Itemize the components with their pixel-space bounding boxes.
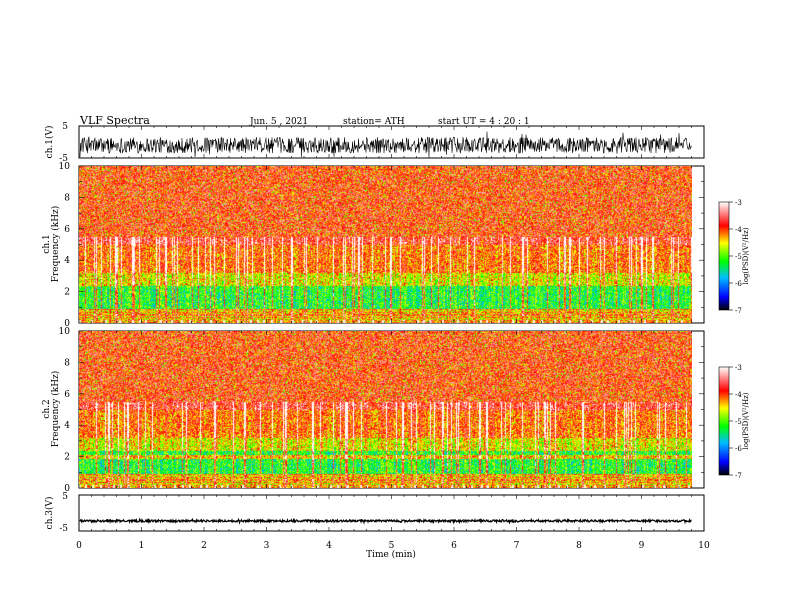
y-tick-label: 2: [64, 288, 70, 298]
colorbar-tick-label: -4: [735, 226, 742, 234]
ch2-colorbar: -3 -4 -5 -6 -7 log(PSD)(V²/Hz): [718, 364, 750, 480]
ch1-ytick-bottom: -5: [59, 154, 68, 164]
y-tick-label: 4: [64, 421, 70, 431]
colorbar-tick-label: -3: [735, 199, 742, 207]
x-tick-label: 10: [698, 541, 710, 551]
colorbar-tick-label: -7: [735, 472, 742, 480]
y-tick-label: 4: [64, 256, 70, 266]
ch1-spectrogram-image: [79, 166, 692, 323]
x-tick-label: 6: [451, 541, 457, 551]
colorbar-tick-label: -7: [735, 307, 742, 315]
ch3-waveform-panel: 5 -5 ch.3(V): [44, 492, 705, 534]
y-tick-label: 6: [64, 225, 70, 235]
station-label: station= ATH: [343, 117, 405, 127]
x-tick-label: 1: [139, 541, 145, 551]
ch3-ylabel: ch.3(V): [44, 497, 55, 530]
ch2-spectrogram-image: [79, 331, 692, 488]
ch1-spec-ylabel-frequency: Frequency (kHz): [50, 206, 61, 283]
ch3-waveform-trace: [79, 517, 692, 525]
ch2-spectrogram-yticks: 0 2 4 6 8 10: [59, 327, 704, 494]
colorbar-tick-label: -3: [735, 364, 742, 372]
x-tick-label: 3: [264, 541, 270, 551]
colorbar-tick-label: -6: [735, 280, 742, 288]
ch1-colorbar-label: log(PSD)(V²/Hz): [742, 227, 750, 284]
ch1-ylabel: ch.1(V): [44, 126, 55, 159]
ch2-spec-ylabel-channel: ch.2: [42, 399, 52, 418]
x-tick-label: 8: [576, 541, 582, 551]
start-time-label: start UT = 4 : 20 : 1: [438, 117, 530, 127]
y-tick-label: 2: [64, 453, 70, 463]
x-tick-label: 5: [389, 541, 395, 551]
y-tick-label: 8: [64, 193, 70, 203]
ch1-ytick-top: 5: [62, 122, 68, 132]
y-tick-label: 0: [64, 319, 70, 329]
ch1-spectrogram-xticks: [78, 166, 705, 323]
ch3-ytick-bottom: -5: [59, 524, 68, 534]
ch2-spectrogram-panel: 0 2 4 6 8 10 ch.2 Frequency (kHz): [42, 327, 705, 494]
ch3-xticks: [78, 495, 705, 531]
ch1-spectrogram-yticks: 0 2 4 6 8 10: [59, 162, 704, 329]
ch3-ytick-top: 5: [62, 492, 68, 502]
colorbar-tick-label: -5: [735, 253, 742, 261]
y-tick-label: 0: [64, 484, 70, 494]
y-tick-label: 10: [59, 162, 71, 172]
y-tick-label: 8: [64, 358, 70, 368]
ch2-colorbar-label: log(PSD)(V²/Hz): [742, 392, 750, 449]
ch1-colorbar-ticks: -3 -4 -5 -6 -7: [729, 199, 742, 315]
ch1-xticks: [78, 126, 705, 158]
x-tick-label: 7: [514, 541, 520, 551]
x-tick-label: 0: [76, 541, 82, 551]
x-axis-tick-labels: 0 1 2 3 4 5 6 7 8 9 10: [76, 541, 710, 551]
colorbar-tick-label: -6: [735, 445, 742, 453]
y-tick-label: 6: [64, 390, 70, 400]
y-tick-label: 10: [59, 327, 71, 337]
ch2-colorbar-ticks: -3 -4 -5 -6 -7: [729, 364, 742, 480]
x-axis-label: Time (min): [366, 549, 416, 560]
ch1-waveform-trace: [79, 131, 692, 158]
ch1-waveform-panel: 5 -5 ch.1(V): [44, 122, 705, 164]
x-tick-label: 2: [201, 541, 207, 551]
ch1-colorbar: -3 -4 -5 -6 -7 log(PSD)(V²/Hz): [718, 199, 750, 315]
date-label: Jun. 5 , 2021: [249, 117, 308, 127]
colorbar-tick-label: -5: [735, 418, 742, 426]
colorbar-tick-label: -4: [735, 391, 742, 399]
ch2-spec-ylabel-frequency: Frequency (kHz): [50, 371, 61, 448]
ch2-spectrogram-xticks: [78, 331, 705, 488]
figure-title: VLF Spectra: [79, 114, 150, 127]
x-tick-label: 4: [326, 541, 332, 551]
ch1-spectrogram-panel: 0 2 4 6 8 10 ch.1 Frequency (kHz): [42, 162, 705, 329]
x-tick-label: 9: [639, 541, 645, 551]
ch1-spec-ylabel-channel: ch.1: [42, 234, 52, 253]
